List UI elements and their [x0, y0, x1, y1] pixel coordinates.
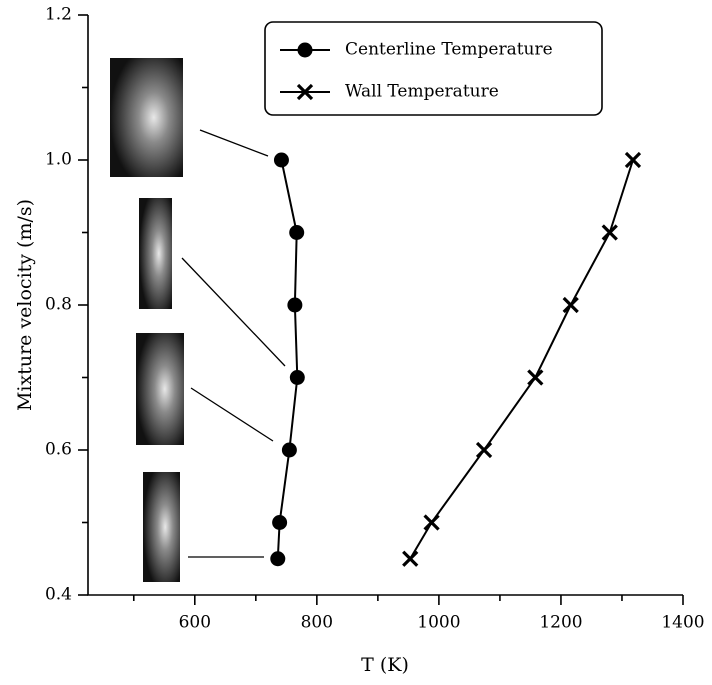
flame-image	[110, 58, 183, 177]
series-line	[276, 159, 299, 559]
point	[287, 297, 303, 313]
x-tick-label: 800	[301, 613, 333, 633]
x-tick-label: 1000	[417, 613, 460, 633]
y-tick-label: 0.4	[45, 585, 72, 605]
leader-line	[181, 257, 286, 367]
flame-image	[139, 198, 172, 309]
legend-label: Wall Temperature	[345, 82, 499, 102]
flame-image	[136, 333, 184, 445]
y-tick-label: 1.0	[45, 150, 72, 170]
point	[281, 442, 297, 458]
y-tick-label: 0.8	[45, 295, 72, 315]
y-tick-label: 1.2	[45, 5, 72, 25]
point	[289, 370, 305, 385]
point	[601, 224, 618, 241]
point	[272, 515, 288, 530]
legend-marker	[297, 42, 313, 58]
point	[423, 514, 440, 531]
point	[273, 152, 289, 168]
point	[475, 441, 493, 459]
legend-label: Centerline Temperature	[345, 40, 553, 60]
x-axis-label: T (K)	[361, 654, 409, 676]
x-tick-label: 1400	[661, 613, 704, 633]
flame-image	[143, 472, 180, 582]
point	[624, 151, 642, 169]
flame-images	[110, 58, 286, 582]
legend	[264, 21, 603, 116]
leader-line	[190, 387, 274, 442]
x-tick-label: 1200	[539, 613, 582, 633]
y-axis-label: Mixture velocity (m/s)	[14, 199, 36, 411]
y-tick-label: 0.6	[45, 440, 72, 460]
x-tick-label: 600	[179, 613, 211, 633]
point	[527, 369, 544, 386]
legend-marker	[296, 83, 314, 101]
leader-line	[199, 129, 269, 157]
point	[402, 550, 419, 567]
point	[270, 551, 286, 567]
point	[562, 296, 579, 314]
point	[289, 225, 305, 240]
series-line	[409, 159, 634, 560]
leader-lines	[181, 129, 286, 558]
